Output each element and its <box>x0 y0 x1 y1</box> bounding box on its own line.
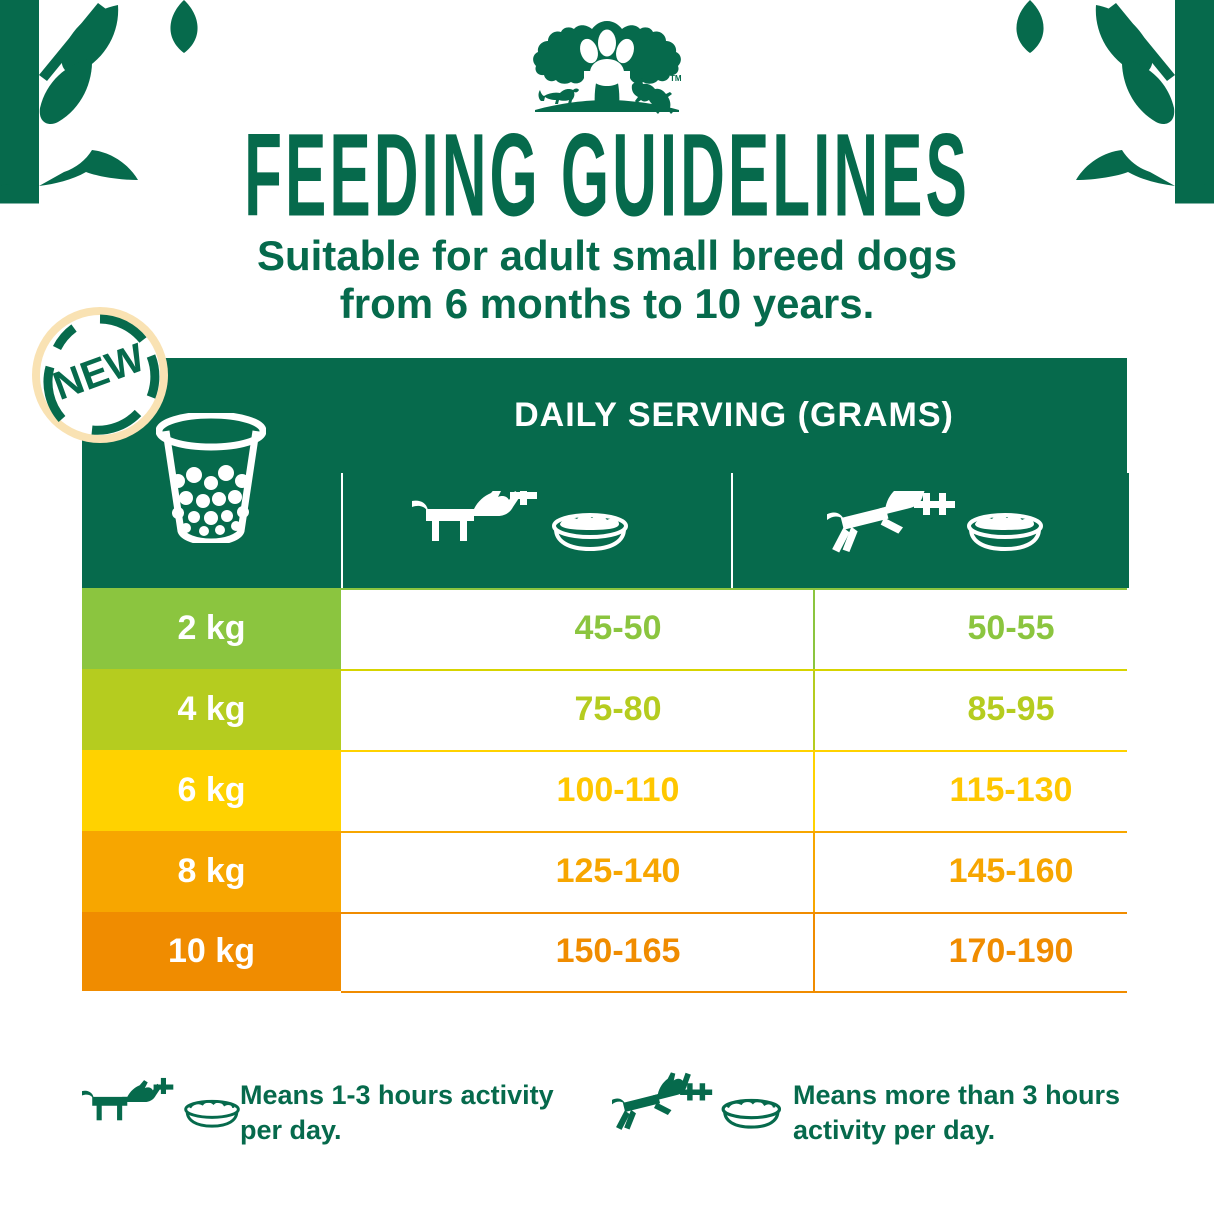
svg-text:TM: TM <box>670 74 682 83</box>
